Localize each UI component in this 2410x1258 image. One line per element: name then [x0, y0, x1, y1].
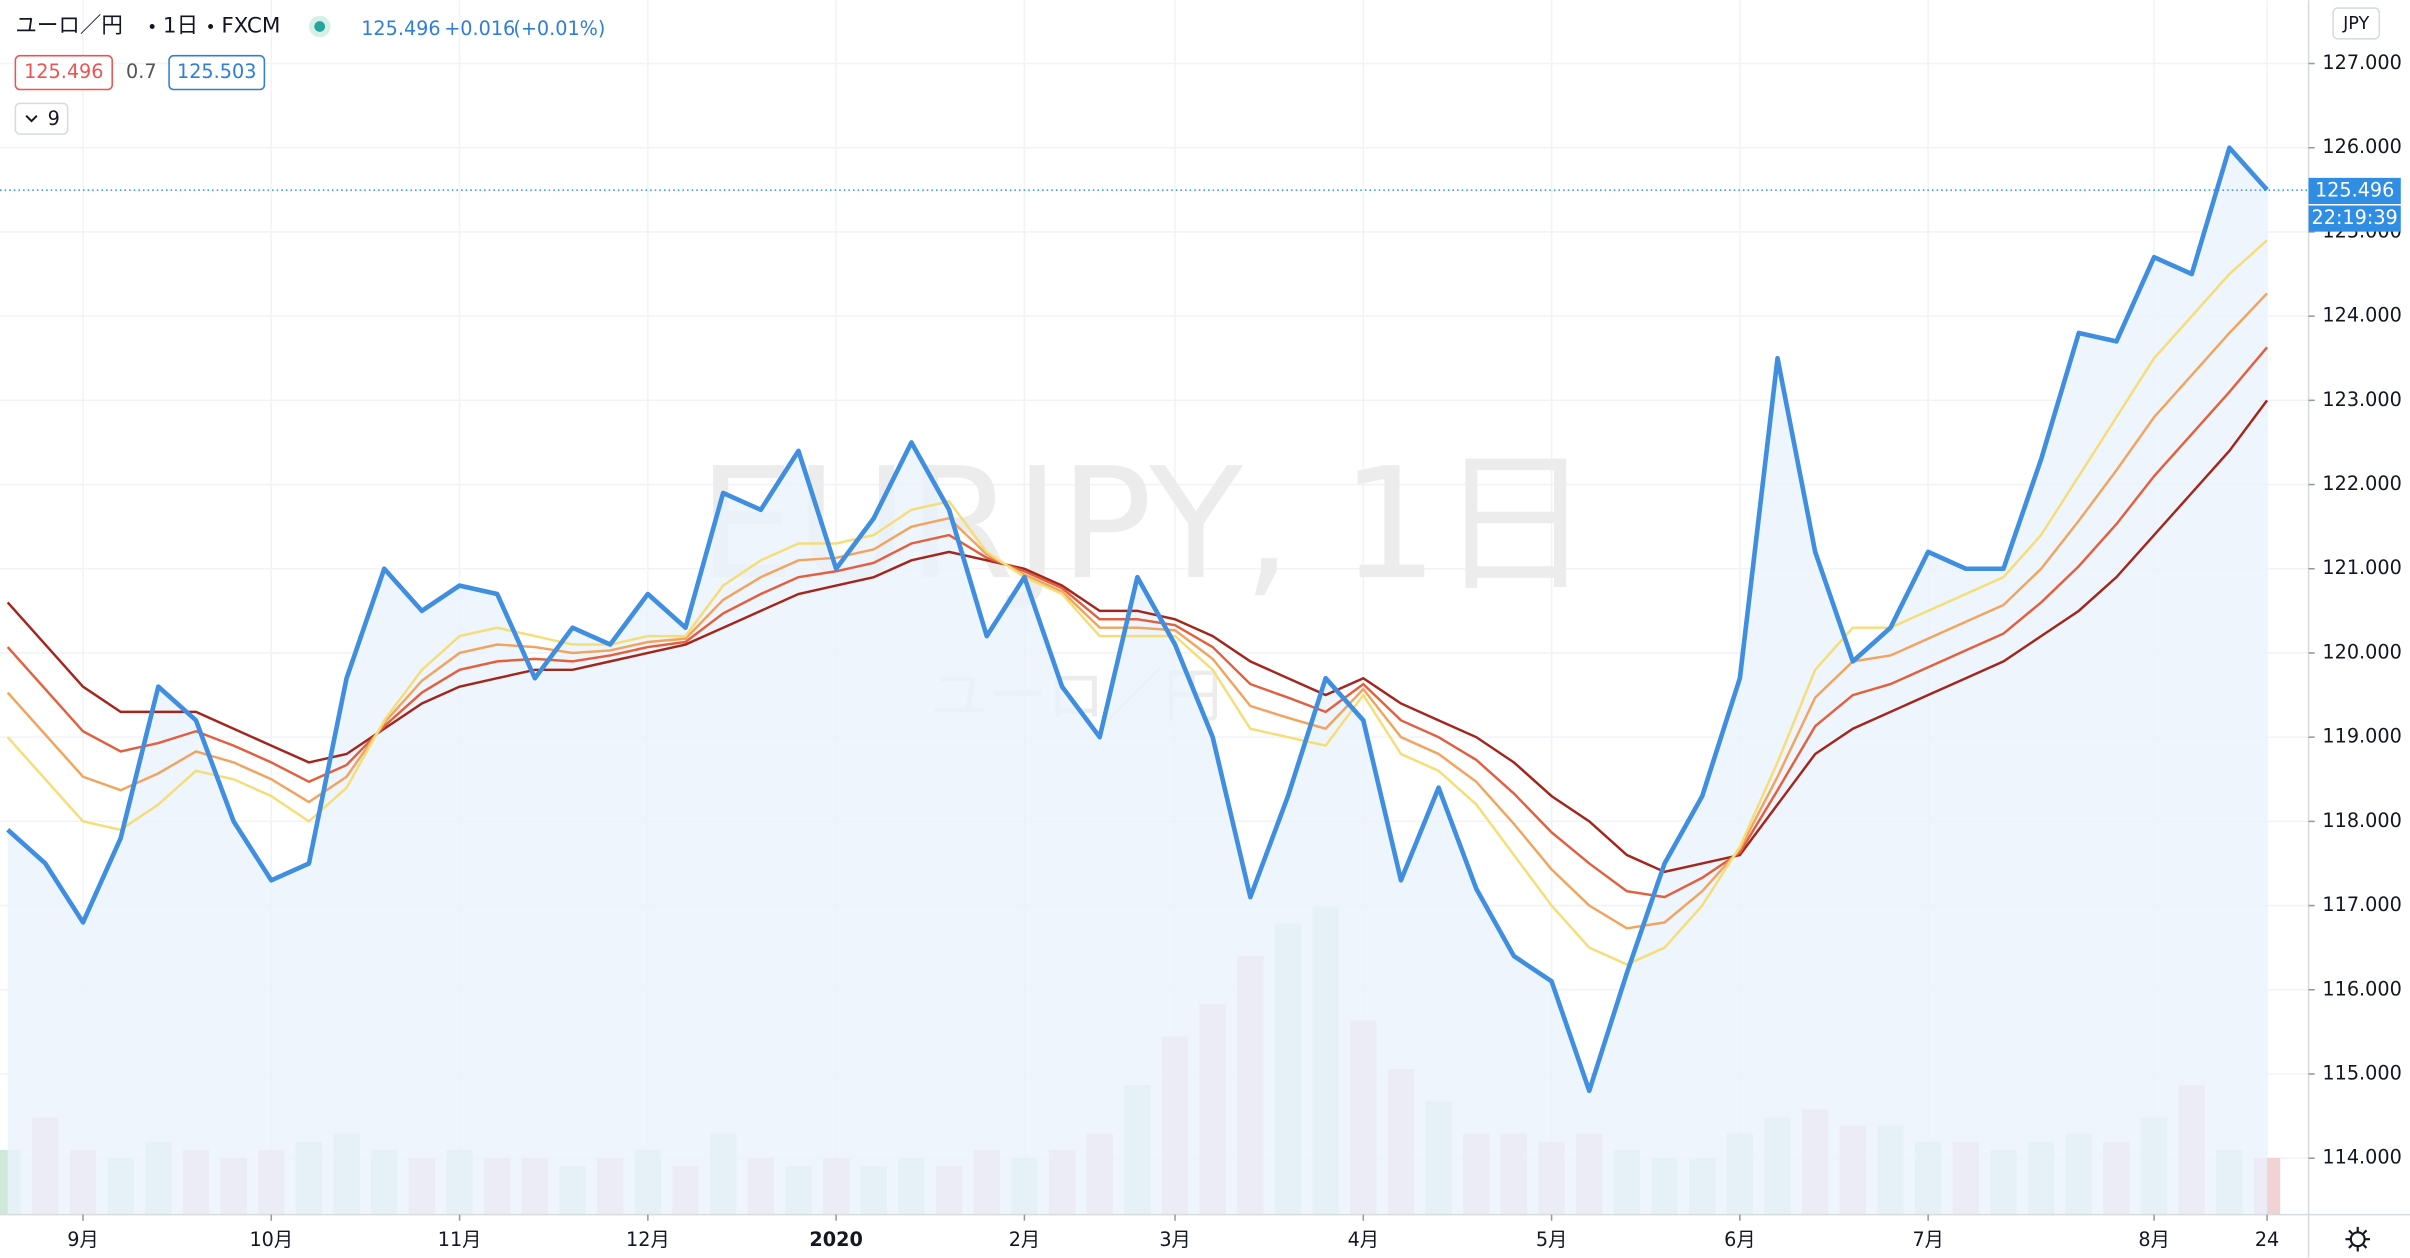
y-tick-label: 123.000 [2322, 388, 2401, 411]
y-tick-label: 115.000 [2322, 1061, 2401, 1084]
market-status [314, 21, 326, 32]
separator [149, 24, 155, 29]
change-pct: (+0.01%) [513, 17, 605, 40]
bid-box[interactable] [14, 54, 113, 91]
x-tick-label: 8月 [2138, 1228, 2169, 1251]
x-tick-label: 12月 [626, 1228, 670, 1251]
x-tick-label: 9月 [67, 1228, 98, 1251]
quote: 125.496 [361, 17, 440, 40]
ask: 125.503 [177, 60, 256, 83]
countdown: 22:19:39 [2312, 206, 2398, 229]
x-tick-label: 11月 [438, 1228, 482, 1251]
separator [208, 24, 214, 29]
y-tick-label: 117.000 [2322, 893, 2401, 916]
currency-box[interactable] [2332, 7, 2381, 40]
y-tick-label: 119.000 [2322, 725, 2401, 748]
spread: 0.7 [126, 60, 157, 83]
last-price-box [2308, 177, 2401, 204]
chevron [25, 114, 38, 123]
x-tick-label: 5月 [1536, 1228, 1567, 1251]
y-tick-label: 122.000 [2322, 472, 2401, 495]
interval: 1日 [163, 13, 198, 38]
indicator-toggle[interactable] [14, 102, 69, 135]
price-area [7, 147, 2268, 1215]
price-line [6, 145, 2269, 1094]
symbol: ユーロ／円 [15, 13, 123, 38]
change: +0.016 [444, 17, 515, 40]
x-tick-label: 4月 [1348, 1228, 1379, 1251]
moving-average [6, 346, 2268, 899]
y-tick-label: 116.000 [2322, 977, 2401, 1000]
x-tick-label: 3月 [1159, 1228, 1190, 1251]
currency: JPY [2342, 14, 2369, 34]
ask-box[interactable] [168, 54, 266, 91]
y-tick-label: 114.000 [2322, 1146, 2401, 1169]
x-tick-label: 2月 [1009, 1228, 1040, 1251]
axes: 114.000 115.000 116.000 117.000 118.000 119.0… [67, 51, 2402, 1251]
y-tick-label: 126.000 [2322, 135, 2401, 158]
gear-teeth [2345, 1226, 2371, 1252]
x-tick-label: 10月 [249, 1228, 293, 1251]
plot [0, 145, 2309, 1215]
settings-icon[interactable] [2345, 1226, 2371, 1252]
indicator-count: 9 [48, 107, 60, 130]
y-tick-label: 120.000 [2322, 640, 2401, 663]
x-tick-label: 6月 [1724, 1228, 1755, 1251]
x-tick-label: 7月 [1912, 1228, 1943, 1251]
y-tick-label: 124.000 [2322, 304, 2401, 327]
moving-average [6, 292, 2268, 930]
last-price-label: 125.496 [2315, 178, 2394, 201]
x-tick-label: 24 [2255, 1228, 2279, 1251]
moving-average [6, 399, 2269, 874]
y-tick-label: 121.000 [2322, 556, 2401, 579]
y-tick-label: 127.000 [2322, 51, 2401, 74]
gear-ring [2349, 1231, 2366, 1248]
countdown-box [2308, 205, 2401, 232]
exchange: FXCM [221, 13, 280, 38]
x-tick-label: 2020 [809, 1228, 862, 1251]
bid: 125.496 [24, 60, 103, 83]
y-tick-label: 118.000 [2322, 809, 2401, 832]
